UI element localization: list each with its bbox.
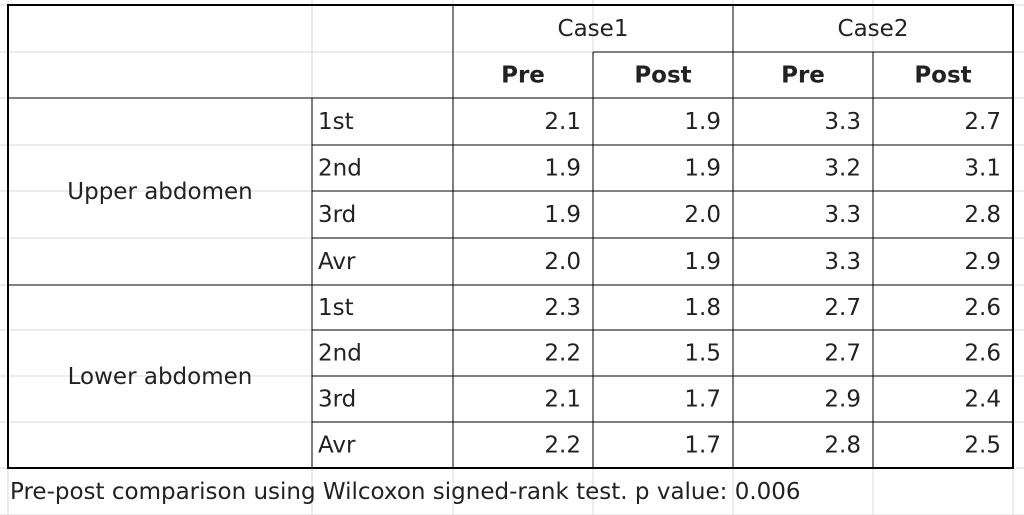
cell-value: 2.1 [544,109,581,135]
column-header: Pre [781,63,825,89]
cell-value: 2.6 [964,341,1001,367]
cell-value: 2.7 [964,109,1001,135]
cell-value: 3.1 [964,156,1001,182]
row-label: Avr [318,249,356,275]
section-label: Upper abdomen [67,179,252,205]
cell-value: 2.8 [964,202,1001,228]
column-header: Post [634,63,691,89]
row-label: 1st [318,109,354,135]
cell-value: 1.9 [684,249,721,275]
cell-value: 1.9 [544,156,581,182]
cell-value: 2.9 [824,387,861,413]
cell-value: 2.7 [824,341,861,367]
cell-value: 2.2 [544,433,581,459]
cell-value: 2.8 [824,433,861,459]
cell-value: 2.3 [544,295,581,321]
cell-value: 2.9 [964,249,1001,275]
cell-value: 2.4 [964,387,1001,413]
cell-value: 2.0 [684,202,721,228]
cell-value: 2.0 [544,249,581,275]
cell-value: 1.8 [684,295,721,321]
column-header: Pre [501,63,545,89]
row-label: 2nd [318,341,362,367]
cell-value: 1.7 [684,387,721,413]
cell-value: 1.5 [684,341,721,367]
section-label: Lower abdomen [68,364,253,390]
cell-value: 3.3 [824,109,861,135]
group-header: Case1 [558,16,629,42]
cell-value: 2.2 [544,341,581,367]
cell-value: 1.7 [684,433,721,459]
cell-value: 2.1 [544,387,581,413]
cell-value: 3.2 [824,156,861,182]
row-label: 1st [318,295,354,321]
table-outline [7,4,1014,469]
group-header: Case2 [838,16,909,42]
cell-value: 3.3 [824,202,861,228]
cell-value: 1.9 [544,202,581,228]
row-label: 3rd [318,387,356,413]
cell-value: 1.9 [684,109,721,135]
row-label: Avr [318,433,356,459]
cell-value: 2.6 [964,295,1001,321]
cell-value: 3.3 [824,249,861,275]
cell-value: 2.7 [824,295,861,321]
footnote: Pre-post comparison using Wilcoxon signe… [10,479,801,505]
row-label: 3rd [318,202,356,228]
cell-value: 2.5 [964,433,1001,459]
cell-value: 1.9 [684,156,721,182]
row-label: 2nd [318,156,362,182]
column-header: Post [914,63,971,89]
